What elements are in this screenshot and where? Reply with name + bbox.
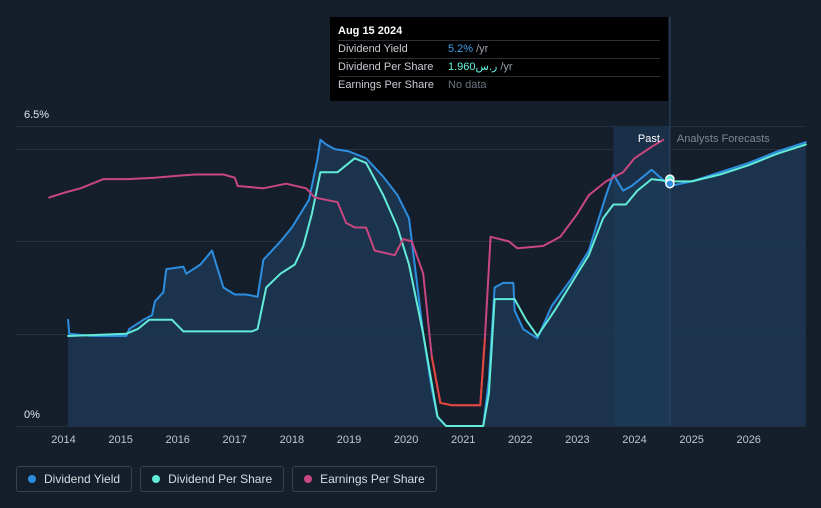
legend-dot-icon [304,475,313,483]
legend-dividend-per-share[interactable]: Dividend Per Share [140,466,285,492]
tooltip-date: Aug 15 2024 [338,25,403,37]
x-tick-label: 2025 [679,434,703,446]
tooltip-unit: /yr [500,61,513,73]
today-point-marker [665,178,675,189]
tooltip-unit: /yr [476,43,489,55]
x-tick-label: 2016 [165,434,189,446]
dividend-per-share-line [67,143,807,427]
tooltip-row-dividend-per-share: Dividend Per Share 1.960ر.س/yr [338,58,660,76]
dividend-yield-area [68,139,806,427]
legend-label: Dividend Per Share [168,472,273,486]
tooltip-label: Earnings Per Share [338,79,434,91]
legend-dividend-yield[interactable]: Dividend Yield [16,466,133,492]
tooltip-value: 5.2% [448,43,474,55]
legend-earnings-per-share[interactable]: Earnings Per Share [292,466,437,492]
tooltip-value: No data [448,79,487,91]
eps-low-segment [430,338,486,407]
analysts-forecast-label: Analysts Forecasts [677,133,770,145]
tooltip-label: Dividend Yield [338,43,408,55]
legend-dot-icon [28,475,36,483]
x-tick-label: 2026 [736,434,760,446]
legend-label: Dividend Yield [44,472,121,486]
x-tick-label: 2018 [280,434,304,446]
series-lines [48,138,807,427]
x-tick-label: 2023 [565,434,589,446]
past-label: Past [638,133,660,145]
tooltip-row-earnings-per-share: Earnings Per Share No data [338,76,660,94]
today-markers [665,174,675,189]
x-tick-label: 2022 [508,434,532,446]
chart-legend: Dividend Yield Dividend Per Share Earnin… [16,466,437,492]
tooltip-row-dividend-yield: Dividend Yield 5.2%/yr [338,40,660,58]
x-tick-label: 2017 [223,434,247,446]
hover-tooltip: Aug 15 2024 Dividend Yield 5.2%/yr Divid… [330,17,668,101]
x-tick-label: 2014 [51,434,75,446]
legend-label: Earnings Per Share [320,472,425,486]
x-axis-ticks: 2014 2015 2016 2017 2018 2019 2020 2021 2022 2023… [51,434,761,446]
dividend-yield-line [67,138,807,427]
x-tick-label: 2021 [451,434,475,446]
legend-dot-icon [152,475,161,483]
y-tick-bottom-label: 0% [24,409,40,421]
x-tick-label: 2020 [394,434,418,446]
x-tick-label: 2019 [337,434,361,446]
tooltip-label: Dividend Per Share [338,61,434,73]
tooltip-value: 1.960ر.س [448,61,498,73]
series-areas [68,139,806,427]
x-tick-label: 2015 [108,434,132,446]
earnings-per-share-line [48,138,665,407]
x-tick-label: 2024 [622,434,646,446]
y-tick-top-label: 6.5% [24,109,49,121]
